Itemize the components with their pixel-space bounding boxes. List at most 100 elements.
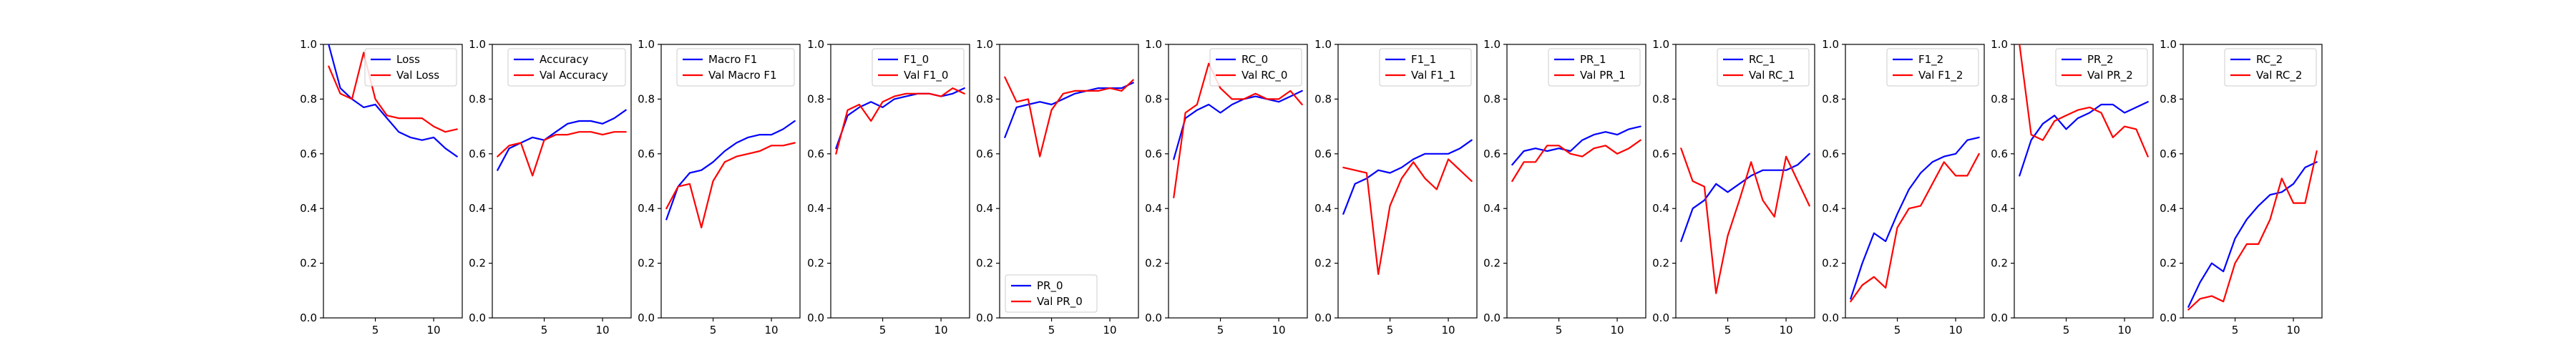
legend-label: Val F1_1 xyxy=(1411,69,1455,82)
y-tick-label: 0.6 xyxy=(2160,147,2177,160)
legend: F1_0 Val F1_0 xyxy=(872,48,965,87)
subplot-9: 0.0 0.2 0.4 0.6 0.8 1.0 5 10 RC_1 Val RC_1 xyxy=(1652,38,1815,337)
series-line xyxy=(1173,62,1303,198)
x-tick-label: 5 xyxy=(541,324,548,337)
x-tick-label: 5 xyxy=(1387,324,1394,337)
x-tick-label: 10 xyxy=(2118,324,2132,337)
legend-label: Val F1_0 xyxy=(904,69,948,82)
legend-label: Val PR_0 xyxy=(1037,295,1083,309)
y-tick-label: 0.4 xyxy=(1483,202,1501,215)
y-tick-label: 0.0 xyxy=(2160,311,2177,324)
y-tick-label: 0.6 xyxy=(1652,147,1669,160)
y-tick-label: 1.0 xyxy=(807,38,824,51)
y-tick-label: 0.0 xyxy=(1314,311,1332,324)
legend-box xyxy=(364,48,457,87)
legend: Loss Val Loss xyxy=(364,48,457,87)
y-tick-label: 1.0 xyxy=(1314,38,1332,51)
y-tick-label: 0.2 xyxy=(1483,257,1501,270)
y-tick-label: 1.0 xyxy=(1145,38,1162,51)
subplot-7: 0.0 0.2 0.4 0.6 0.8 1.0 5 10 F1_1 Val F1_1 xyxy=(1314,38,1478,337)
y-tick-label: 0.4 xyxy=(1314,202,1332,215)
subplot-1: 0.0 0.2 0.4 0.6 0.8 1.0 5 10 Loss Val Loss xyxy=(300,38,463,337)
legend-label: PR_1 xyxy=(1580,53,1606,67)
y-tick-label: 0.0 xyxy=(300,311,317,324)
x-tick-label: 5 xyxy=(1556,324,1563,337)
y-tick-label: 0.0 xyxy=(976,311,993,324)
y-tick-label: 0.4 xyxy=(807,202,824,215)
y-tick-label: 0.6 xyxy=(1822,147,1839,160)
y-tick-label: 0.6 xyxy=(976,147,993,160)
legend-label: RC_1 xyxy=(1749,53,1775,67)
y-tick-label: 0.0 xyxy=(1483,311,1501,324)
y-tick-label: 0.6 xyxy=(1991,147,2008,160)
y-tick-label: 0.2 xyxy=(1991,257,2008,270)
x-tick-label: 5 xyxy=(1048,324,1055,337)
axes-frame xyxy=(2182,44,2323,319)
series-line xyxy=(665,142,796,228)
legend-box xyxy=(1379,48,1472,87)
legend: RC_0 Val RC_0 xyxy=(1209,48,1302,87)
x-tick-label: 5 xyxy=(372,324,379,337)
legend-box xyxy=(1886,48,1979,87)
axes-frame xyxy=(999,44,1139,319)
subplot-11: 0.0 0.2 0.4 0.6 0.8 1.0 5 10 PR_2 Val PR_2 xyxy=(1991,38,2154,337)
legend-label: Val RC_1 xyxy=(1749,69,1795,82)
axes-frame xyxy=(1506,44,1646,319)
subplot-8: 0.0 0.2 0.4 0.6 0.8 1.0 5 10 PR_1 Val PR_1 xyxy=(1483,38,1646,337)
legend: RC_1 Val RC_1 xyxy=(1717,48,1810,87)
subplot-12: 0.0 0.2 0.4 0.6 0.8 1.0 5 10 RC_2 Val RC_2 xyxy=(2160,38,2323,337)
x-tick-label: 10 xyxy=(1272,324,1286,337)
legend-box xyxy=(1209,48,1302,87)
series-line xyxy=(1511,139,1641,183)
x-tick-label: 10 xyxy=(596,324,610,337)
x-tick-label: 10 xyxy=(935,324,948,337)
axes-frame xyxy=(323,44,463,319)
x-tick-label: 10 xyxy=(1611,324,1624,337)
series-line xyxy=(835,87,965,150)
legend: F1_2 Val F1_2 xyxy=(1886,48,1979,87)
axes-frame xyxy=(830,44,970,319)
x-tick-label: 5 xyxy=(2063,324,2070,337)
x-tick-label: 10 xyxy=(427,324,441,337)
series-line xyxy=(497,109,627,171)
axes-frame xyxy=(1675,44,1815,319)
y-tick-label: 0.6 xyxy=(1314,147,1332,160)
y-tick-label: 0.8 xyxy=(976,92,993,105)
series-line xyxy=(1850,153,1980,303)
y-tick-label: 0.4 xyxy=(469,202,486,215)
legend-box xyxy=(1548,48,1641,87)
y-tick-label: 0.8 xyxy=(1314,92,1332,105)
y-tick-label: 0.4 xyxy=(1145,202,1162,215)
series-line xyxy=(328,52,458,133)
legend-label: PR_2 xyxy=(2087,53,2114,67)
legend-label: Val PR_1 xyxy=(1580,69,1626,82)
axes-frame xyxy=(2014,44,2154,319)
y-tick-label: 0.4 xyxy=(1652,202,1669,215)
series-line xyxy=(1004,76,1134,158)
y-tick-label: 0.2 xyxy=(807,257,824,270)
series-line xyxy=(2187,161,2318,308)
y-tick-label: 0.8 xyxy=(807,92,824,105)
legend-box xyxy=(507,48,626,87)
y-tick-label: 0.2 xyxy=(2160,257,2177,270)
series-line xyxy=(1342,158,1473,275)
series-line xyxy=(1342,139,1473,215)
series-line xyxy=(328,44,458,158)
legend-label: RC_2 xyxy=(2256,53,2283,67)
x-tick-label: 10 xyxy=(1780,324,1793,337)
y-tick-label: 0.8 xyxy=(1822,92,1839,105)
x-tick-label: 10 xyxy=(1103,324,1117,337)
subplot-5: 0.0 0.2 0.4 0.6 0.8 1.0 5 10 PR_0 Val PR_0 xyxy=(976,38,1139,337)
legend: RC_2 Val RC_2 xyxy=(2224,48,2317,87)
y-tick-label: 1.0 xyxy=(1822,38,1839,51)
y-tick-label: 1.0 xyxy=(1483,38,1501,51)
subplot-3: 0.0 0.2 0.4 0.6 0.8 1.0 5 10 Macro F1 Val Macro F… xyxy=(638,38,801,337)
legend-label: RC_0 xyxy=(1241,53,1268,67)
y-tick-label: 0.6 xyxy=(469,147,486,160)
subplot-4: 0.0 0.2 0.4 0.6 0.8 1.0 5 10 F1_0 Val F1_0 xyxy=(807,38,970,337)
y-tick-label: 0.8 xyxy=(1483,92,1501,105)
x-tick-label: 10 xyxy=(2287,324,2301,337)
y-tick-label: 0.0 xyxy=(1145,311,1162,324)
y-tick-label: 0.0 xyxy=(1652,311,1669,324)
y-tick-label: 0.4 xyxy=(976,202,993,215)
